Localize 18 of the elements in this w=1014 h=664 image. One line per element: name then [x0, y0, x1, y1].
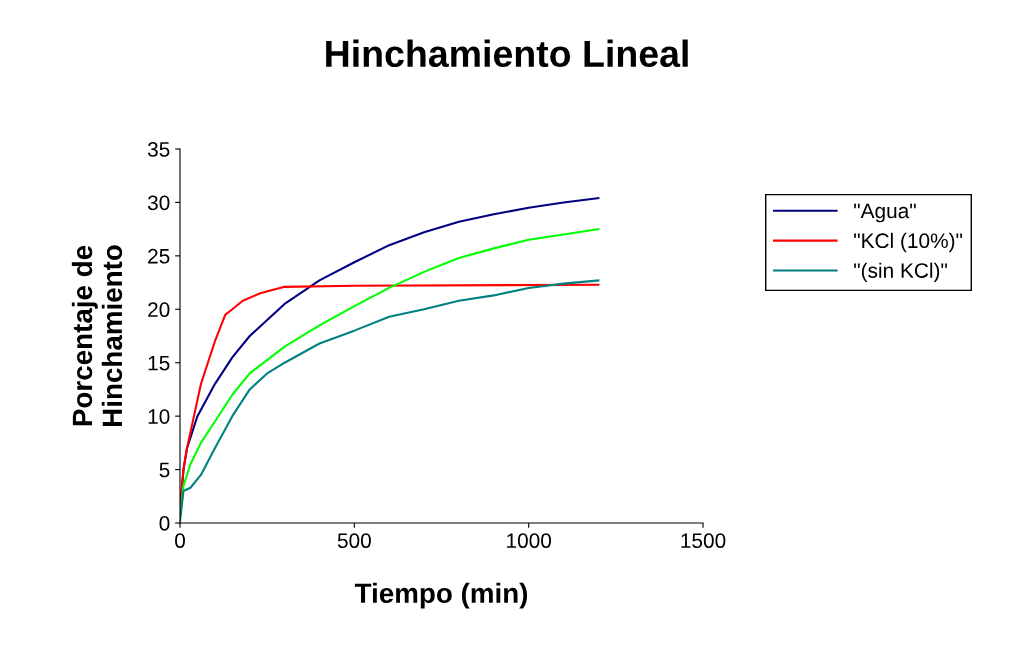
y-axis-title: Porcentaje de Hinchamiento: [71, 245, 123, 426]
y-tick-label: 5: [159, 462, 170, 478]
y-tick-label: 0: [159, 516, 170, 531]
y-tick-label: 10: [148, 409, 170, 424]
x-axis-title: Tiempo (min): [354, 582, 528, 609]
legend-label: "Agua": [854, 203, 916, 223]
y-tick-label: 35: [147, 142, 170, 157]
y-tick-label: 25: [148, 248, 170, 264]
legend-label: "KCl (10%)": [854, 232, 963, 253]
x-tick-label: 1500: [681, 533, 726, 549]
y-tick-label: 30: [147, 195, 170, 211]
chart-title: Hinchamiento Lineal: [326, 39, 688, 68]
legend-label: "(sin KCl)": [854, 262, 947, 283]
x-tick-label: 500: [337, 533, 371, 549]
y-tick-label: 15: [148, 355, 170, 371]
x-tick-label: 0: [175, 533, 185, 549]
x-tick-label: 1000: [507, 533, 552, 549]
y-tick-label: 20: [148, 302, 170, 318]
